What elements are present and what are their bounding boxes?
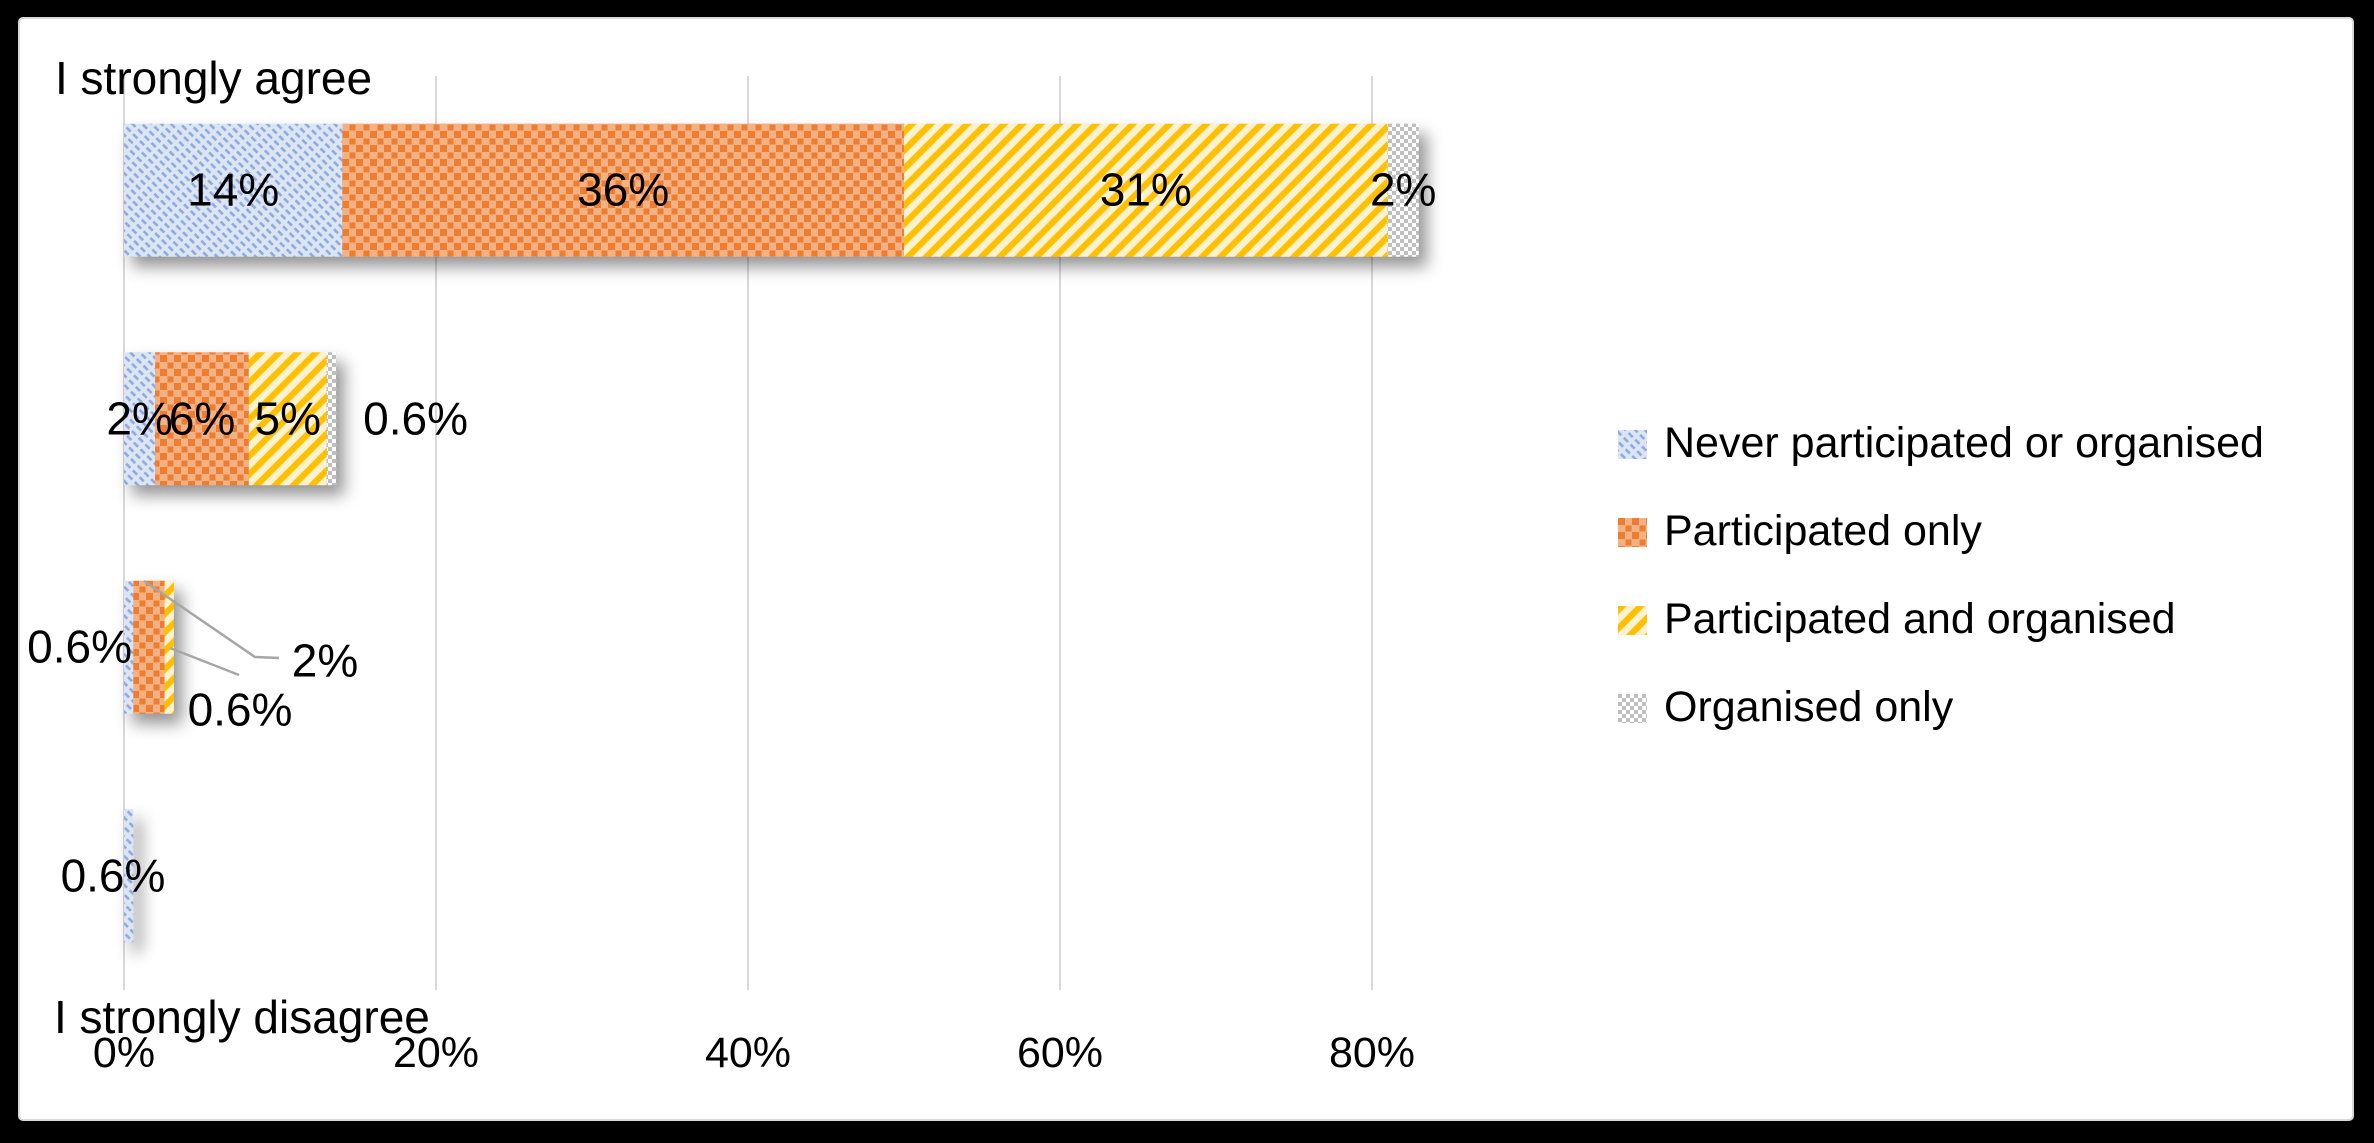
stacked-bar-chart: I strongly agree I strongly disagree 14%… bbox=[20, 19, 2352, 1119]
bar-row-1 bbox=[124, 352, 337, 486]
x-tick-label: 20% bbox=[392, 1029, 480, 1077]
bar-segment-row2-light-diagonal-down bbox=[124, 580, 134, 714]
bar-segment-row1-small-checker bbox=[326, 352, 337, 486]
bar-segment-row1-wide-diagonal-up bbox=[248, 352, 327, 486]
x-tick-label: 0% bbox=[92, 1029, 156, 1077]
data-label: 0.6% bbox=[363, 392, 469, 445]
bar-row-3 bbox=[124, 809, 134, 943]
bar-segment-row1-light-diagonal-down bbox=[124, 352, 156, 486]
chart-canvas bbox=[123, 76, 1419, 990]
label-leader-line bbox=[143, 579, 280, 660]
bar-segment-row0-wide-diagonal-up bbox=[904, 123, 1388, 257]
x-tick-label: 60% bbox=[1016, 1029, 1104, 1077]
bar-row-0 bbox=[124, 123, 1419, 257]
bar-segment-row0-light-diagonal-down bbox=[124, 123, 343, 257]
category-label-strongly-disagree: I strongly disagree bbox=[54, 991, 430, 1043]
bar-segment-row0-dotted-squares bbox=[342, 123, 904, 257]
data-label: 0.6% bbox=[187, 683, 293, 736]
data-label: 36% bbox=[577, 163, 670, 216]
data-label: 2% bbox=[1369, 163, 1437, 216]
data-label: 2% bbox=[106, 392, 173, 445]
data-label: 6% bbox=[168, 392, 236, 445]
data-label: 14% bbox=[187, 163, 280, 216]
label-leader-line bbox=[169, 646, 240, 677]
bar-segment-row0-small-checker bbox=[1387, 123, 1419, 257]
chart-panel: I strongly agree I strongly disagree 14%… bbox=[18, 17, 2354, 1121]
leader-lines bbox=[143, 579, 280, 677]
bar-segment-row2-dotted-squares bbox=[133, 580, 165, 714]
bar-segment-row1-dotted-squares bbox=[155, 352, 249, 486]
bar-segment-row2-wide-diagonal-up bbox=[164, 580, 174, 714]
category-label-strongly-agree: I strongly agree bbox=[55, 52, 373, 104]
data-label: 2% bbox=[291, 634, 359, 687]
x-tick-label: 40% bbox=[704, 1029, 792, 1077]
data-label: 5% bbox=[254, 392, 322, 445]
bars bbox=[124, 123, 1419, 943]
bar-segment-row3-light-diagonal-down bbox=[124, 809, 134, 943]
x-tick-label: 80% bbox=[1328, 1029, 1416, 1077]
data-label: 31% bbox=[1099, 163, 1192, 216]
data-label: 0.6% bbox=[60, 849, 166, 902]
data-label: 0.6% bbox=[27, 620, 132, 673]
bar-row-2 bbox=[124, 580, 174, 714]
